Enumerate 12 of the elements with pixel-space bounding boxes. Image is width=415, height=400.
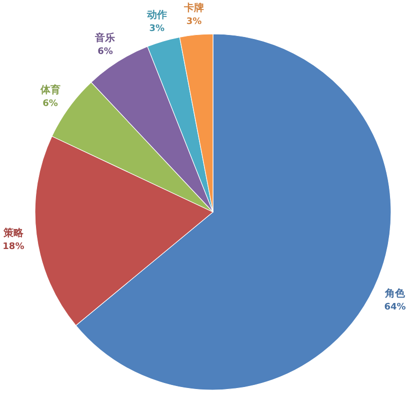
data-label: 64% xyxy=(384,302,406,313)
slice-label: 策略 xyxy=(2,227,24,240)
slice-label: 动作 xyxy=(146,8,167,21)
data-label: 18% xyxy=(2,242,24,252)
data-label: 3% xyxy=(186,16,202,27)
slice-label: 体育 xyxy=(39,84,60,96)
data-label: 6% xyxy=(98,47,113,58)
slice-label: 卡牌 xyxy=(183,2,204,14)
data-label: 6% xyxy=(42,98,58,109)
slice-label: 角色 xyxy=(384,288,406,300)
data-label: 3% xyxy=(149,24,165,34)
slice-label: 音乐 xyxy=(94,32,116,44)
